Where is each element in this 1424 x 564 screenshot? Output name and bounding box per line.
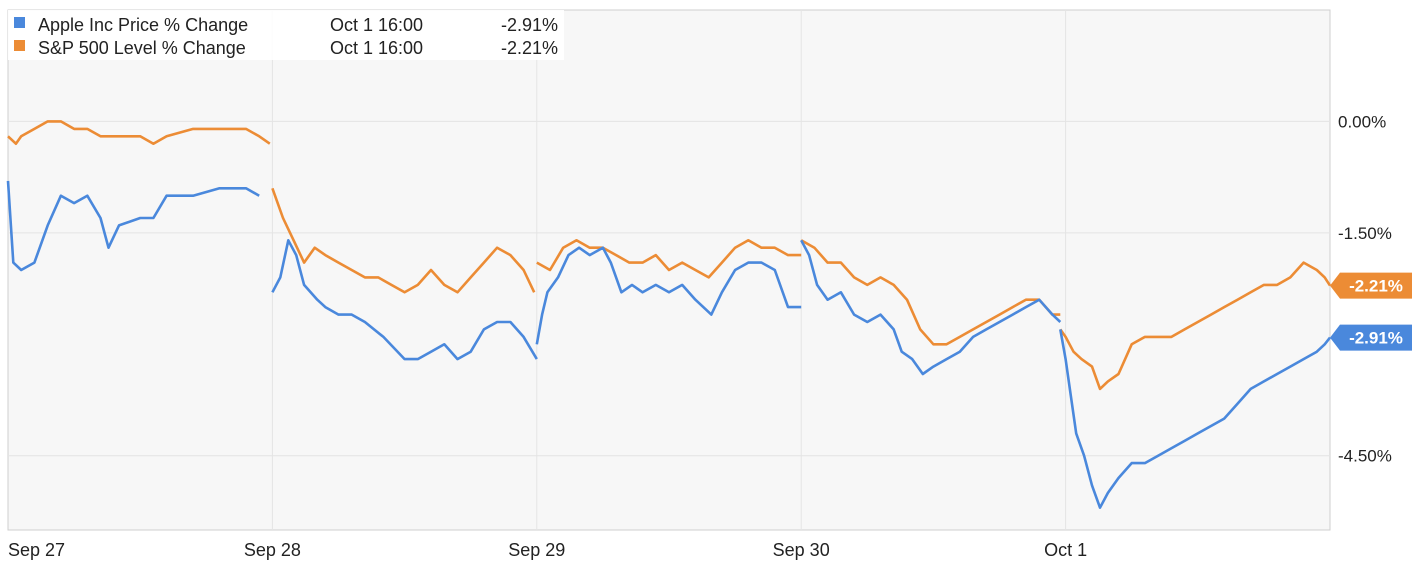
x-axis-labels: Sep 27 Sep 28 Sep 29 Sep 30 Oct 1 <box>8 540 1087 560</box>
end-value-label: -2.91% <box>1349 329 1403 348</box>
legend: Apple Inc Price % Change Oct 1 16:00 -2.… <box>8 10 564 60</box>
series-line <box>1059 329 1332 509</box>
legend-swatch-sp500 <box>14 40 25 51</box>
y-axis-labels: 0.00% -1.50% -4.50% <box>1338 112 1392 465</box>
end-value-tag: -2.91% <box>1330 324 1412 351</box>
series-line <box>6 180 260 272</box>
legend-time-sp500: Oct 1 16:00 <box>330 38 423 58</box>
x-tick-label: Sep 30 <box>773 540 830 560</box>
series-line <box>800 239 1061 346</box>
series-line <box>535 246 802 345</box>
legend-time-apple: Oct 1 16:00 <box>330 15 423 35</box>
x-tick-label: Sep 29 <box>508 540 565 560</box>
series-line <box>536 239 802 279</box>
y-tick-label: -1.50% <box>1338 224 1392 243</box>
end-value-tag: -2.21% <box>1330 272 1412 299</box>
series-line <box>271 239 538 361</box>
end-value-tag-background <box>1330 272 1412 299</box>
gridlines <box>8 10 1330 530</box>
series-line <box>1059 261 1332 391</box>
end-value-label: -2.21% <box>1349 277 1403 296</box>
x-tick-label: Oct 1 <box>1044 540 1087 560</box>
series-line <box>271 187 536 294</box>
legend-value-apple: -2.91% <box>501 15 558 35</box>
end-value-tags: -2.91% -2.21% <box>1330 272 1412 351</box>
end-value-tag-background <box>1330 324 1412 351</box>
y-tick-label: -4.50% <box>1338 447 1392 466</box>
x-tick-label: Sep 28 <box>244 540 301 560</box>
legend-background <box>8 10 564 60</box>
series-line <box>800 239 1062 376</box>
y-tick-label: 0.00% <box>1338 112 1386 131</box>
legend-value-sp500: -2.21% <box>501 38 558 58</box>
legend-label-apple: Apple Inc Price % Change <box>38 15 248 35</box>
legend-swatch-apple <box>14 17 25 28</box>
x-tick-label: Sep 27 <box>8 540 65 560</box>
series-layer <box>6 120 1332 509</box>
series-line <box>7 120 271 145</box>
legend-label-sp500: S&P 500 Level % Change <box>38 38 246 58</box>
